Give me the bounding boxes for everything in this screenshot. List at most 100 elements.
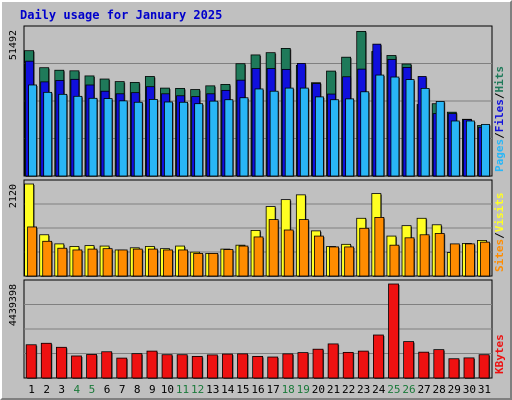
x-tick-label-day-30: 30 — [463, 383, 476, 396]
bar-kbytes-day-30 — [463, 357, 475, 379]
bar-pages-day-26 — [405, 79, 415, 177]
bar-pages-day-8 — [133, 101, 143, 177]
bar-sites-day-30 — [465, 243, 475, 277]
legend-hits-files-pages: Pages/Files/Hits — [493, 66, 506, 172]
x-tick-label-day-18: 18 — [282, 383, 295, 396]
bar-pages-day-14 — [224, 99, 234, 177]
chart-title: Daily usage for January 2025 — [20, 8, 223, 22]
x-tick-label-day-26: 26 — [402, 383, 415, 396]
legend-item: / — [493, 92, 506, 99]
x-tick-label-day-15: 15 — [236, 383, 249, 396]
bar-sites-day-19 — [298, 219, 309, 277]
bar-sites-day-31 — [480, 241, 490, 277]
bar-kbytes-day-18 — [282, 353, 294, 379]
x-tick-label-day-7: 7 — [119, 383, 126, 396]
bar-sites-day-28 — [434, 233, 445, 277]
bar-sites-day-2 — [42, 240, 53, 277]
bar-kbytes-day-14 — [222, 353, 233, 379]
legend-item: KBytes — [493, 334, 506, 374]
x-tick-label-day-4: 4 — [74, 383, 81, 396]
bar-sites-day-18 — [283, 229, 294, 277]
bar-sites-day-21 — [329, 246, 339, 277]
bar-pages-day-31 — [481, 123, 490, 177]
bar-sites-day-9 — [147, 248, 158, 277]
legend-item: Files — [493, 99, 506, 132]
bar-pages-day-10 — [164, 101, 173, 177]
x-tick-label-day-11: 11 — [176, 383, 189, 396]
bar-kbytes-day-11 — [176, 354, 188, 379]
bar-sites-day-27 — [419, 234, 430, 277]
bar-sites-day-29 — [449, 243, 460, 277]
bar-sites-day-1 — [27, 226, 38, 277]
bar-pages-day-20 — [315, 96, 324, 177]
bar-kbytes-day-8 — [131, 353, 143, 379]
bar-pages-day-4 — [73, 95, 83, 177]
bar-sites-day-23 — [359, 227, 370, 277]
x-tick-label-day-29: 29 — [448, 383, 461, 396]
bar-sites-day-7 — [117, 249, 128, 277]
bar-sites-day-22 — [344, 246, 355, 277]
legend-item: / — [493, 232, 506, 239]
bar-sites-day-14 — [223, 249, 234, 277]
bar-pages-day-5 — [88, 97, 98, 177]
x-tick-label-day-16: 16 — [251, 383, 264, 396]
bar-sites-day-3 — [57, 247, 68, 277]
bar-kbytes-day-28 — [433, 349, 445, 379]
x-tick-label-day-13: 13 — [206, 383, 219, 396]
legend-item: / — [493, 132, 506, 139]
bar-pages-day-11 — [179, 101, 188, 177]
bar-pages-day-24 — [375, 74, 385, 177]
bar-pages-day-19 — [299, 87, 309, 177]
bar-pages-day-9 — [148, 99, 158, 177]
bar-kbytes-day-5 — [86, 354, 97, 379]
bar-kbytes-day-29 — [448, 358, 460, 379]
bar-pages-day-15 — [239, 97, 249, 177]
bar-pages-day-1 — [28, 84, 38, 177]
bar-sites-day-13 — [208, 253, 219, 277]
bar-kbytes-day-16 — [252, 356, 264, 379]
bar-kbytes-day-12 — [191, 356, 203, 379]
x-tick-label-day-3: 3 — [58, 383, 65, 396]
x-tick-label-day-23: 23 — [357, 383, 370, 396]
legend-kbytes: KBytes — [493, 334, 506, 374]
x-tick-label-day-20: 20 — [312, 383, 325, 396]
x-tick-label-day-31: 31 — [478, 383, 491, 396]
bar-sites-day-25 — [389, 244, 400, 277]
x-tick-label-day-6: 6 — [104, 383, 111, 396]
bar-pages-day-25 — [390, 76, 400, 177]
bar-kbytes-day-23 — [357, 350, 369, 379]
bar-kbytes-day-13 — [206, 354, 218, 379]
bar-sites-day-17 — [268, 219, 279, 277]
x-tick-label-day-10: 10 — [161, 383, 174, 396]
bar-pages-day-12 — [194, 103, 204, 177]
bar-kbytes-day-25 — [388, 283, 399, 379]
bar-sites-day-24 — [374, 217, 385, 277]
bar-kbytes-day-2 — [40, 342, 52, 379]
x-tick-label-day-19: 19 — [297, 383, 310, 396]
bar-kbytes-day-15 — [237, 353, 248, 379]
x-tick-label-day-1: 1 — [28, 383, 35, 396]
bar-pages-day-7 — [118, 100, 128, 177]
bar-kbytes-day-21 — [327, 343, 339, 379]
x-tick-label-day-27: 27 — [417, 383, 430, 396]
x-tick-label-day-24: 24 — [372, 383, 386, 396]
bar-kbytes-day-3 — [55, 346, 67, 379]
bar-sites-day-20 — [314, 235, 324, 277]
x-tick-label-day-8: 8 — [134, 383, 141, 396]
bar-kbytes-day-24 — [373, 334, 384, 379]
bar-pages-day-21 — [330, 99, 339, 177]
bar-kbytes-day-20 — [312, 348, 324, 379]
bar-sites-day-6 — [102, 248, 113, 277]
bar-pages-day-30 — [466, 120, 475, 177]
bar-pages-day-28 — [435, 101, 445, 177]
bar-pages-day-18 — [284, 87, 294, 177]
bar-pages-day-27 — [420, 87, 430, 177]
legend-item: Visits — [493, 193, 506, 233]
bar-kbytes-day-9 — [146, 350, 158, 379]
y-tick-label-kbytes: 4439398 — [8, 284, 19, 326]
y-tick-label-visits-sites: 2120 — [8, 184, 19, 208]
bar-kbytes-day-17 — [267, 356, 279, 379]
x-tick-label-day-21: 21 — [327, 383, 340, 396]
bar-kbytes-day-4 — [71, 355, 82, 379]
